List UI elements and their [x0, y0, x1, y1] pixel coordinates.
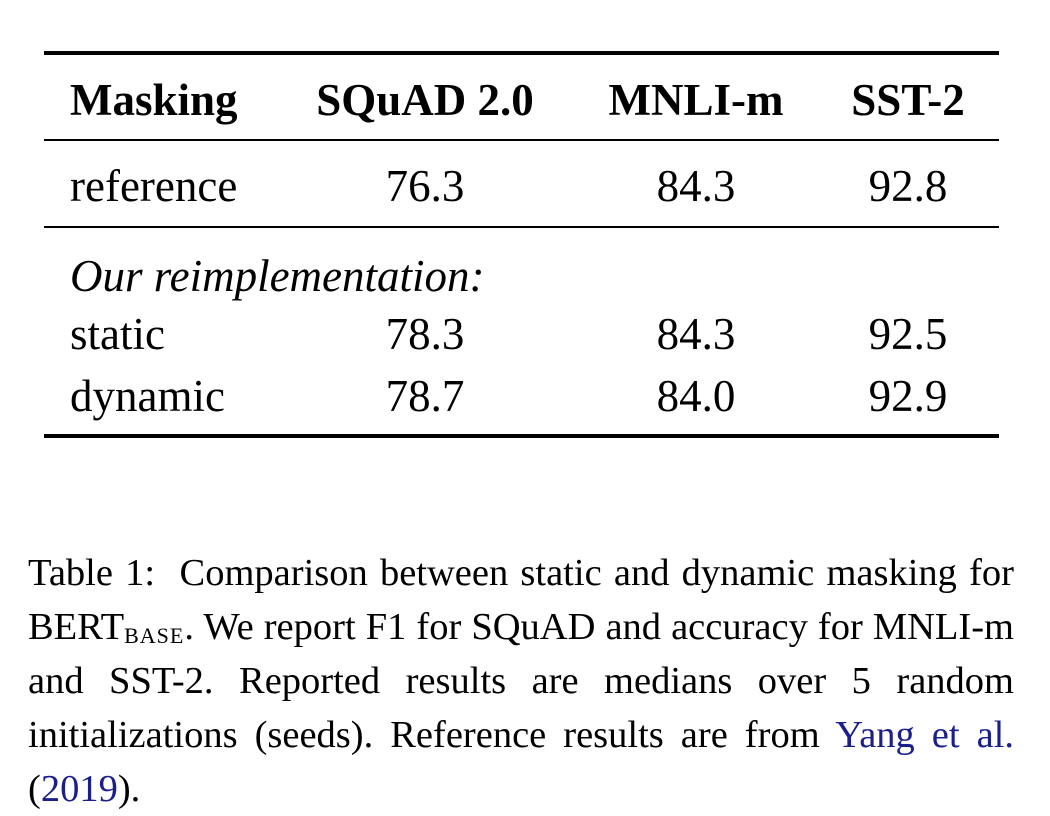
caption-text-continued: . We report F1 for SQuAD and accuracy fo… — [28, 605, 1014, 756]
header-rule — [44, 139, 999, 141]
header-mnli: MNLI-m — [608, 75, 784, 125]
caption-subscript: BASE — [124, 622, 185, 648]
caption-text: Comparison between static and dynamic ma… — [28, 551, 1015, 648]
row-label: reference — [70, 161, 238, 211]
header-sst2: SST-2 — [851, 75, 965, 125]
citation-paren-open: ( — [28, 767, 41, 810]
section-label: Our reimplementation: — [70, 251, 485, 301]
row-label: static — [70, 309, 165, 359]
cell-value: 78.3 — [385, 309, 465, 359]
table-top-rule — [44, 51, 999, 55]
header-squad: SQuAD 2.0 — [316, 75, 534, 125]
cell-value: 78.7 — [385, 371, 465, 421]
citation-link-author[interactable]: Yang et al. — [835, 713, 1015, 756]
cell-value: 84.3 — [656, 309, 736, 359]
cell-value: 92.5 — [868, 309, 948, 359]
citation-link-year[interactable]: 2019 — [40, 767, 118, 810]
cell-value: 92.8 — [868, 161, 948, 211]
header-masking: Masking — [70, 75, 238, 125]
citation-paren-close: ). — [117, 767, 141, 810]
row-label: dynamic — [70, 371, 225, 421]
section-rule — [44, 226, 999, 228]
caption-label: Table 1: — [28, 551, 156, 594]
cell-value: 84.0 — [656, 371, 736, 421]
cell-value: 84.3 — [656, 161, 736, 211]
cell-value: 76.3 — [385, 161, 465, 211]
table-bottom-rule — [44, 434, 999, 438]
table-caption: Table 1: Comparison between static and d… — [28, 546, 1014, 816]
cell-value: 92.9 — [868, 371, 948, 421]
